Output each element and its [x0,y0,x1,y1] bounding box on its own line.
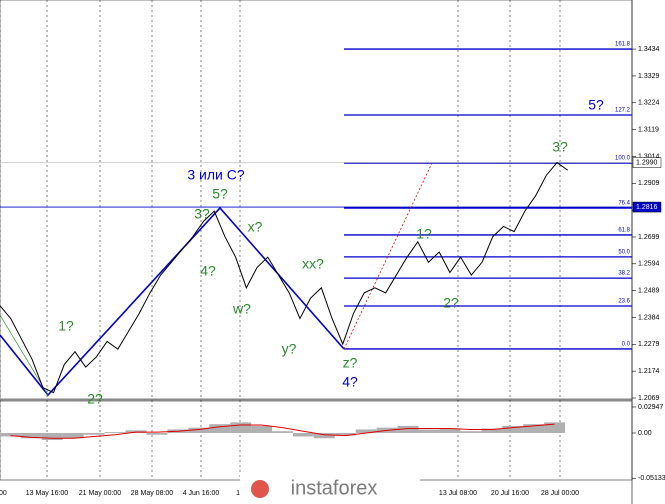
osc-bar [502,425,524,433]
price-label: 1.2990 [636,159,658,166]
osc-bar [523,424,545,433]
osc-bar [251,425,273,433]
osc-bar [62,432,84,439]
osc-bar [313,432,335,439]
wave-label: 1? [416,226,432,242]
x-tick-label: 4 Jun 16:00 [183,490,220,497]
x-tick-label: 8:00 [0,490,7,497]
osc-bar [397,425,419,433]
osc-bar [83,432,105,435]
x-tick-label: 28 May 08:00 [131,490,174,497]
y-tick-label: 1.3224 [638,100,660,107]
plot-frame [0,0,633,481]
fib-label: 161.8 [615,42,631,48]
y-tick-label: 1.2384 [638,314,660,321]
watermark: instaforex [291,477,378,499]
osc-bar [188,427,210,433]
osc-bar [146,432,168,435]
fib-label: 0.0 [622,341,631,347]
osc-bar [230,422,252,433]
y-tick-label: 1.3014 [638,153,660,160]
price-box [632,201,662,213]
x-tick-label: 21 May 00:00 [79,490,122,497]
osc-bar [460,431,482,433]
osc-bar [20,432,42,439]
wave-label: 1? [58,318,74,334]
y-tick-label: 1.2489 [638,287,660,294]
x-tick-label: 13 May 16:00 [26,490,69,497]
wave-label: 4? [342,374,358,390]
fib-label: 50.0 [618,249,630,255]
wave-label: w? [232,301,251,317]
y-tick-label: 1.3329 [638,73,660,80]
wave-line [0,206,345,397]
fib-label: 23.6 [618,299,630,305]
signal-line [10,423,555,439]
osc-tick-label: 0.02947 [638,404,663,411]
osc-bar [41,432,63,441]
y-tick-label: 1.3119 [638,126,659,133]
x-tick-label: 13 Jul 08:00 [439,490,477,497]
osc-bar [0,432,21,437]
osc-bar [209,424,231,433]
osc-bar [481,428,503,433]
wave-label: 3 или С? [187,167,244,183]
y-tick-label: 1.3434 [638,46,660,53]
y-tick-label: 1.2594 [638,261,660,268]
osc-tick-label: -0.05133 [638,475,665,482]
y-tick-label: 1.2069 [638,395,660,402]
x-tick-label: 20 Jul 16:00 [491,490,529,497]
fib-label: 76.4 [618,201,630,207]
y-tick-label: 1.2279 [638,341,660,348]
osc-bar [544,422,565,433]
fib-label: 61.8 [618,227,630,233]
wave-label: 4? [200,263,216,279]
wave-label: x? [248,219,263,235]
osc-bar [355,429,377,433]
y-tick-label: 1.2174 [638,368,660,375]
trend-line [0,314,49,396]
watermark-bg [240,474,420,504]
y-tick-label: 1.2909 [638,180,660,187]
wave-label: xx? [302,256,324,272]
osc-bar [272,431,293,433]
price-box [632,157,662,168]
y-tick-label: 1.2699 [638,234,660,241]
osc-bar [104,432,126,433]
price-line [0,161,569,394]
x-tick-label: 28 Jul 00:00 [541,490,579,497]
wave-label: z? [343,355,358,371]
wave-label: 5? [212,186,228,202]
fib-label: 100.0 [615,156,631,162]
fib-label: 38.2 [618,271,630,277]
fib-label: 127.2 [615,108,631,114]
osc-bar [439,428,461,433]
wave-label: 5? [588,97,604,113]
wave-label: 3? [194,206,210,222]
wave-label: y? [282,341,297,357]
price-label: 1.2816 [636,204,658,211]
wave-label: 3? [552,139,568,155]
osc-tick-label: 0.00 [638,430,652,437]
osc-bar [334,432,356,436]
osc-bar [418,429,440,433]
wave-label: 2? [87,391,103,407]
osc-bar [292,432,314,437]
wave-label: 2? [443,295,459,311]
watermark-logo [251,480,269,498]
